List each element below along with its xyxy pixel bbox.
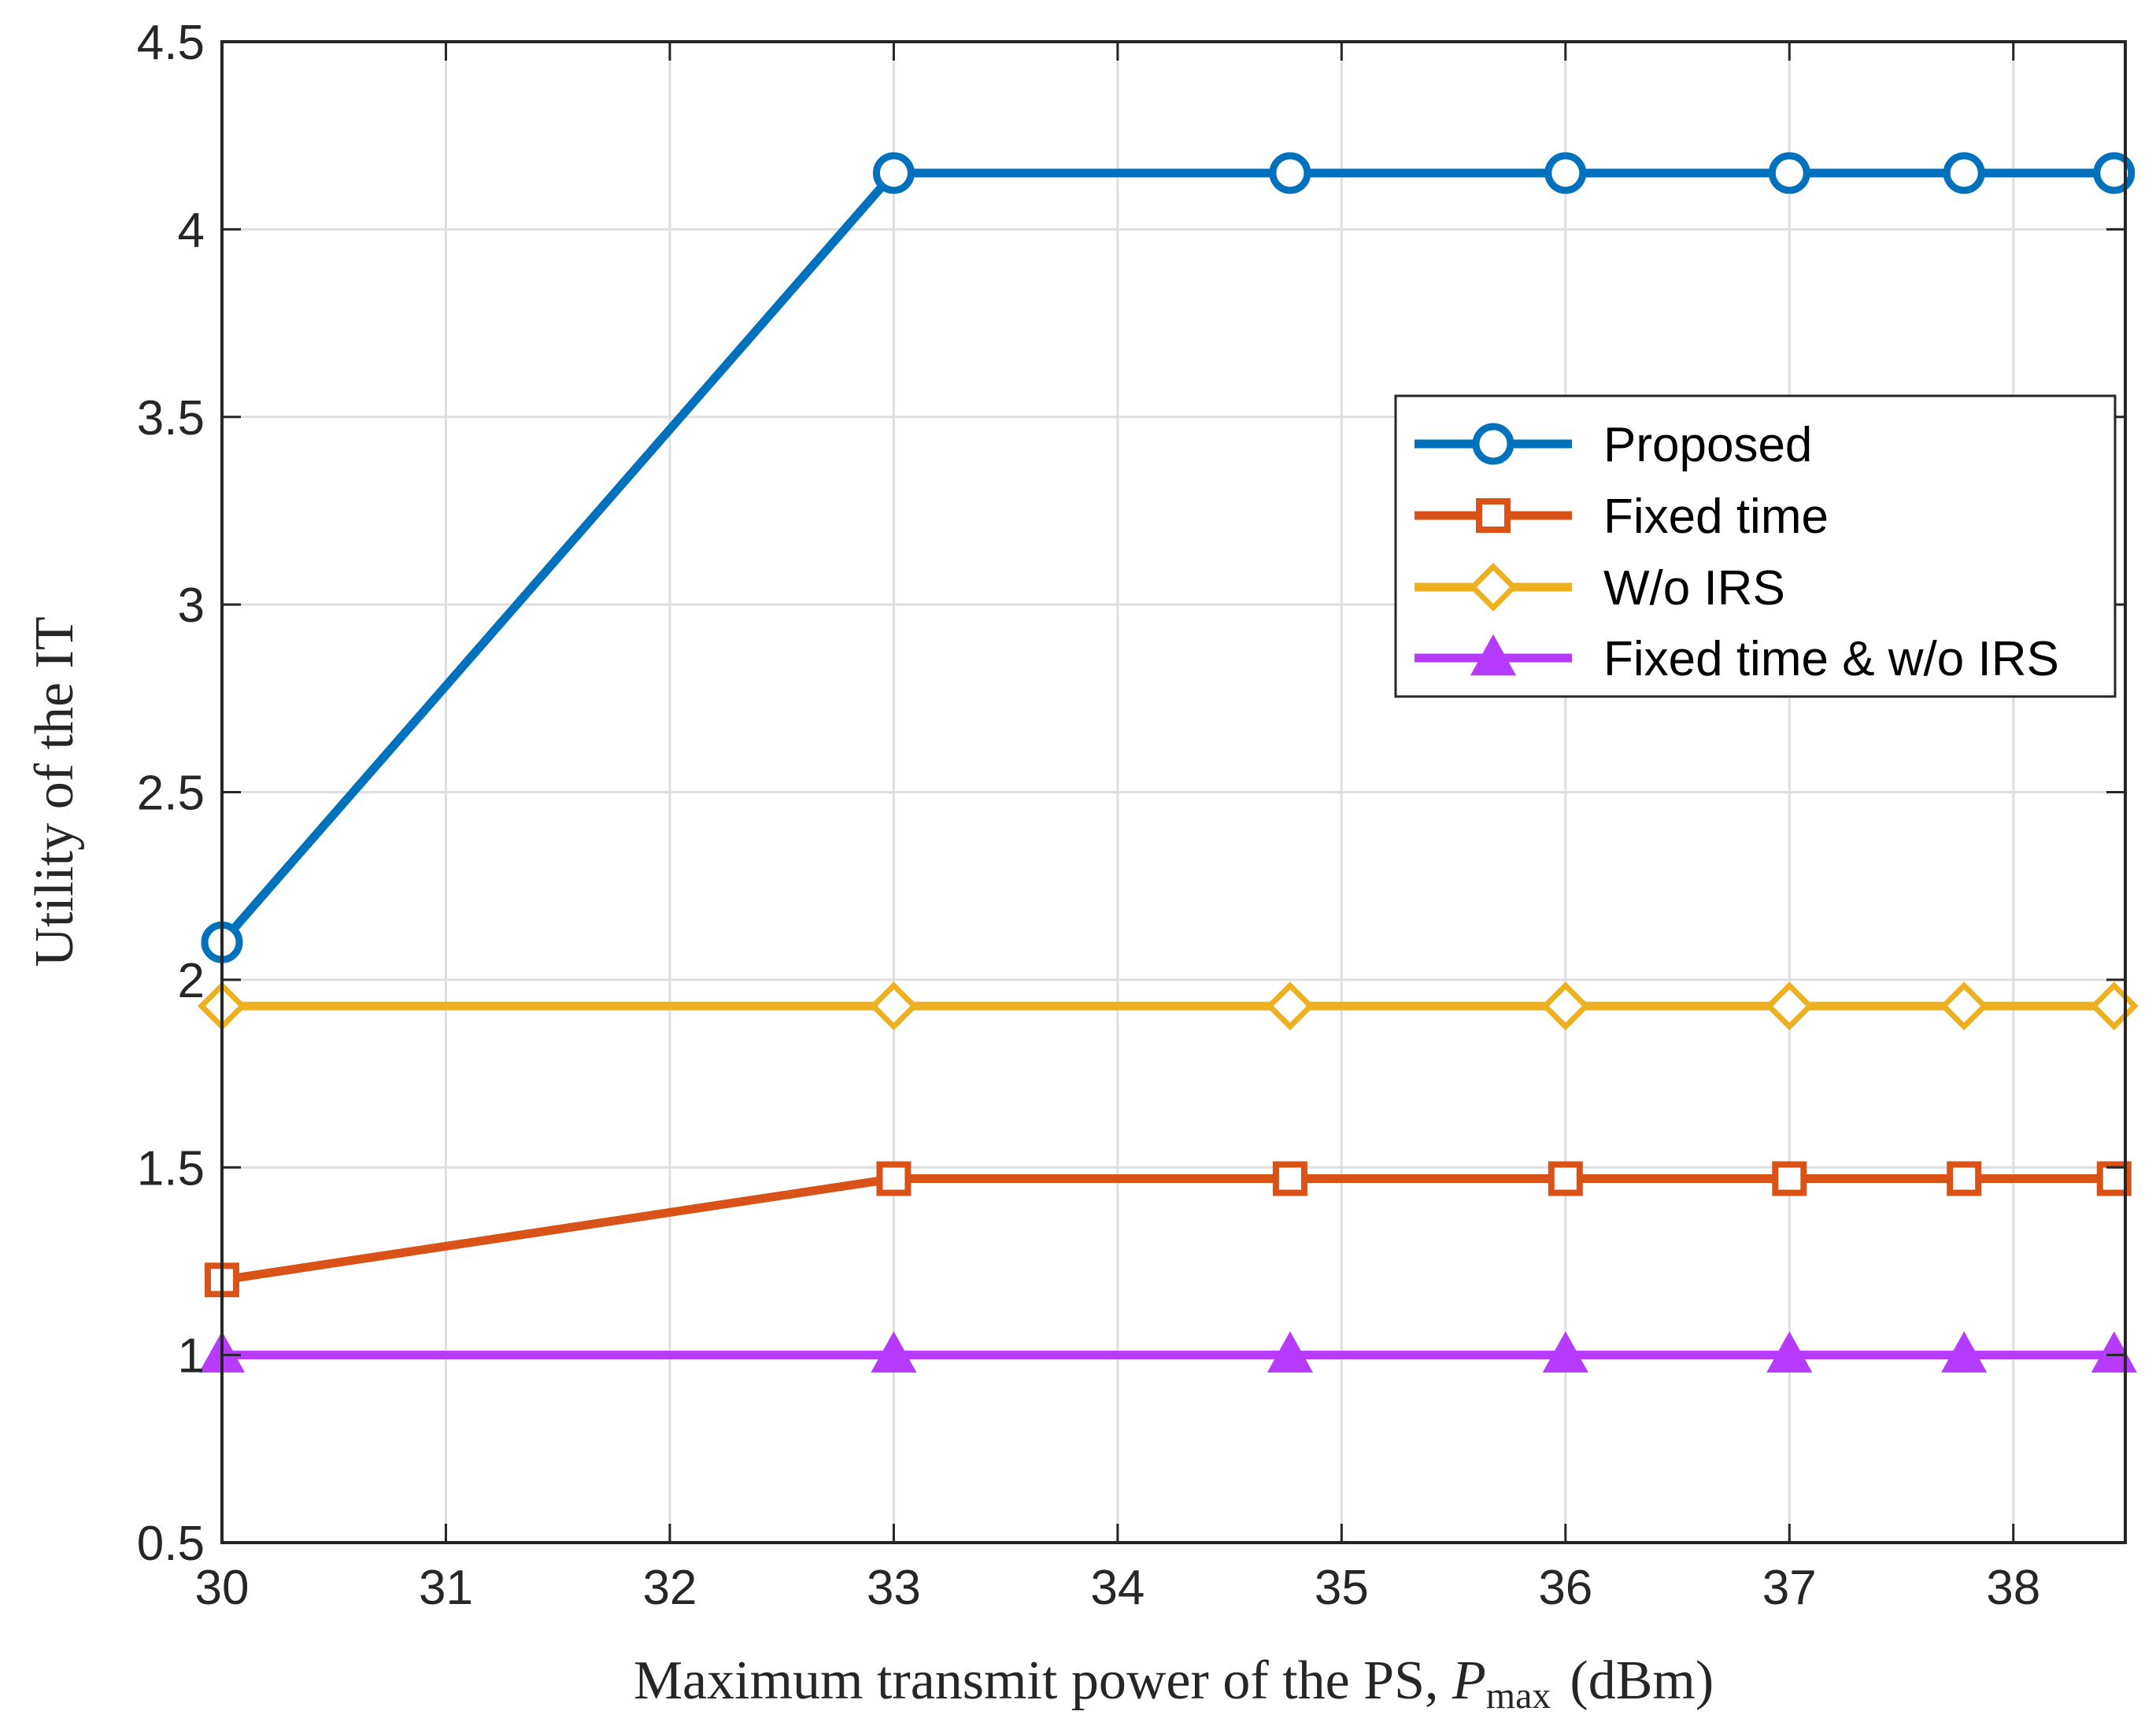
series-w-o-irs	[198, 981, 2139, 1031]
grid	[222, 42, 2125, 1543]
x-axis-title-subscript: max	[1486, 1675, 1551, 1717]
x-axis-title-suffix: (dBm)	[1570, 1650, 1714, 1711]
y-tick-label: 2	[178, 954, 205, 1008]
legend-entry: Fixed time	[1415, 490, 1829, 544]
tick-labels: 30 31 32 33 34 35 36 37 38 0.5 1 1.5 2 2.5 3 3.5 4 4.5	[137, 16, 2040, 1615]
data-point	[876, 1161, 912, 1196]
y-tick-label: 4.5	[137, 16, 205, 70]
x-tick-label: 33	[867, 1561, 921, 1615]
x-tick-label: 35	[1315, 1561, 1369, 1615]
data-point	[1941, 1331, 1988, 1373]
series-fixed-time	[205, 1161, 2132, 1298]
legend-label: Fixed time	[1603, 490, 1829, 544]
data-point	[1272, 1161, 1307, 1196]
data-point	[872, 152, 915, 194]
data-point	[871, 1331, 917, 1373]
data-point	[1542, 1331, 1588, 1373]
legend-swatch-marker	[1469, 563, 1518, 612]
legend-entry: Proposed	[1415, 418, 1812, 472]
legend-swatch-marker	[1472, 423, 1514, 465]
data-point	[1772, 1161, 1807, 1196]
data-point	[1766, 1331, 1813, 1373]
y-tick-label: 3	[178, 578, 205, 633]
y-tick-label: 1.5	[137, 1141, 205, 1196]
data-point	[1544, 152, 1587, 194]
series-layer	[198, 152, 2139, 1373]
y-axis-title: Utility of the IT	[24, 616, 85, 966]
data-point	[1940, 981, 1989, 1031]
legend-label: Fixed time & w/o IRS	[1603, 632, 2059, 686]
x-tick-label: 31	[419, 1561, 473, 1615]
data-point	[1540, 981, 1590, 1031]
data-point	[2096, 1161, 2132, 1196]
y-tick-label: 3.5	[137, 391, 205, 445]
data-point	[2093, 152, 2136, 194]
y-tick-label: 4	[178, 203, 205, 257]
data-point	[2091, 1331, 2137, 1373]
legend-entry: W/o IRS	[1415, 561, 1785, 615]
x-tick-label: 32	[642, 1561, 697, 1615]
legend-swatch-marker	[1476, 498, 1511, 533]
data-point	[1269, 152, 1311, 194]
data-point	[1947, 1161, 1982, 1196]
y-tick-label: 1	[178, 1329, 205, 1384]
x-tick-label: 37	[1762, 1561, 1817, 1615]
data-point	[869, 981, 919, 1031]
y-tick-label: 2.5	[137, 767, 205, 821]
data-point	[1548, 1161, 1583, 1196]
legend-entries: Proposed Fixed time W/o IRS Fixed time & w/…	[1415, 418, 2059, 686]
legend-swatch-marker	[1470, 634, 1517, 676]
x-axis-title-symbol: P	[1452, 1650, 1486, 1711]
data-point	[1768, 152, 1810, 194]
x-axis-title: Maximum transmit power of the PS, Pmax (d…	[634, 1650, 1714, 1717]
data-point	[1265, 981, 1315, 1031]
series-fixed-time-w-o-irs	[198, 1331, 2137, 1373]
x-tick-label: 34	[1090, 1561, 1145, 1615]
x-tick-label: 30	[195, 1561, 250, 1615]
x-axis-title-prefix: Maximum transmit power of the PS,	[634, 1650, 1452, 1711]
y-tick-label: 0.5	[137, 1517, 205, 1571]
data-point	[1267, 1331, 1314, 1373]
legend-label: Proposed	[1603, 418, 1812, 472]
legend-entry: Fixed time & w/o IRS	[1415, 632, 2059, 686]
x-tick-label: 36	[1538, 1561, 1592, 1615]
data-point	[1765, 981, 1814, 1031]
data-point	[1943, 152, 1985, 194]
legend-label: W/o IRS	[1603, 561, 1785, 615]
legend: Proposed Fixed time W/o IRS Fixed time & w/…	[1394, 394, 2117, 698]
x-tick-label: 38	[1986, 1561, 2040, 1615]
